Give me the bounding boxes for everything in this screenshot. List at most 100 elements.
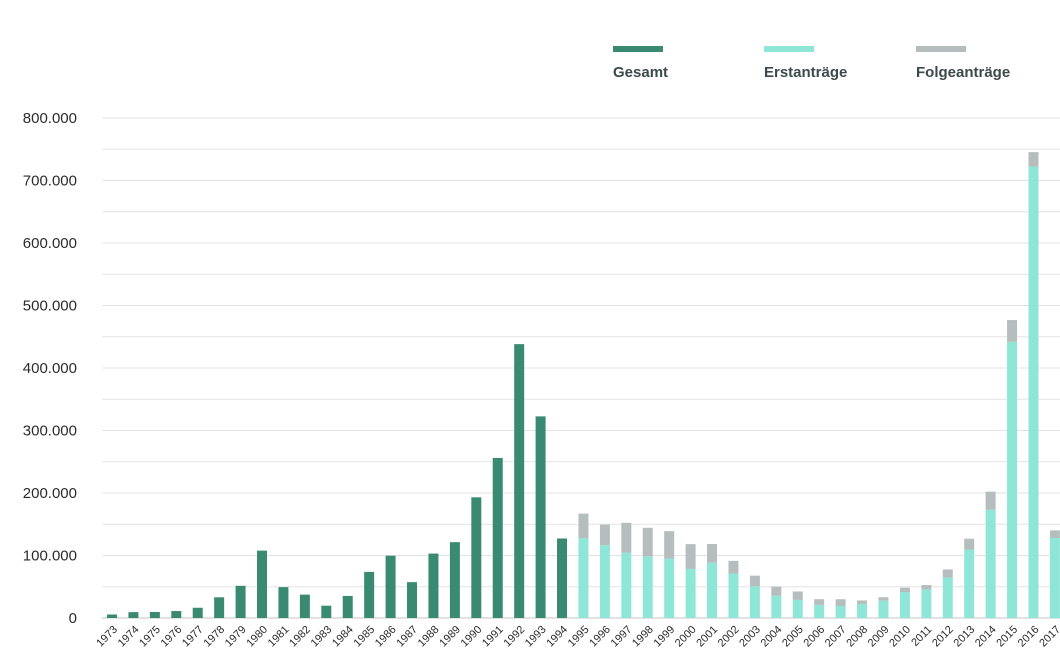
bar-1983-gesamt [321,605,332,618]
bar-1988-gesamt [428,553,439,618]
bar-2008-erstanträge [857,604,868,618]
bar-2016-folgeanträge [1028,152,1039,167]
bar-2011-folgeanträge [921,585,932,590]
bar-2004-erstanträge [771,595,782,618]
bars [107,152,1060,618]
legend: Gesamt Erstanträge Folgeanträge [613,46,1010,81]
bar-2012-erstanträge [942,577,953,618]
bar-1975-gesamt [149,612,160,618]
x-tick-label: 2017 [1037,624,1060,650]
bar-1995-erstanträge [578,538,589,618]
bar-2002-erstanträge [728,573,739,618]
bar-1995-folgeanträge [578,513,589,539]
x-tick-label: 2015 [994,624,1020,650]
bar-2001-erstanträge [707,562,718,618]
bar-2017-erstanträge [1049,538,1060,618]
x-tick-label: 1999 [652,624,678,650]
x-tick-label: 1979 [223,624,249,650]
bar-1996-erstanträge [599,545,610,618]
bar-1990-gesamt [471,497,482,618]
bar-2009-folgeanträge [878,597,889,601]
legend-swatch-gesamt [613,46,663,52]
bar-2000-erstanträge [685,568,696,618]
y-tick-label: 600.000 [23,235,77,252]
bar-2011-erstanträge [921,589,932,618]
legend-label-gesamt: Gesamt [613,64,668,81]
legend-label-erstanträge: Erstanträge [764,64,847,81]
y-axis-tick-labels: 0 100.000 200.000 300.000 400.000 500.000 600.… [23,110,77,627]
x-tick-label: 1984 [330,624,356,650]
bar-2015-erstanträge [1007,341,1018,618]
x-tick-label: 2007 [823,624,849,650]
x-tick-label: 1978 [201,624,227,650]
x-tick-label: 1987 [394,624,420,650]
bar-2013-erstanträge [964,549,975,618]
gridlines [102,117,1060,619]
y-tick-label: 200.000 [23,485,77,502]
bar-2004-folgeanträge [771,586,782,596]
x-tick-label: 1998 [630,624,656,650]
x-tick-label: 1976 [159,624,185,650]
bar-1999-erstanträge [664,558,675,618]
legend-label-folgeanträge: Folgeanträge [916,64,1010,81]
bar-1996-folgeanträge [599,524,610,546]
bar-1980-gesamt [257,550,268,618]
y-tick-label: 700.000 [23,173,77,190]
bar-1981-gesamt [278,587,289,618]
x-tick-label: 2001 [694,624,720,650]
bar-1984-gesamt [342,595,353,618]
bar-1998-erstanträge [642,556,653,618]
x-tick-label: 1994 [544,624,570,650]
y-tick-label: 800.000 [23,110,77,127]
y-tick-label: 0 [69,610,77,627]
x-tick-label: 1973 [94,624,120,650]
x-tick-label: 2010 [887,624,913,650]
x-tick-label: 2004 [759,624,785,650]
bar-1976-gesamt [171,611,182,618]
legend-swatch-erstanträge [764,46,814,52]
y-tick-label: 100.000 [23,548,77,565]
bar-2017-folgeanträge [1049,530,1060,538]
x-tick-label: 1995 [566,624,592,650]
bar-1994-gesamt [557,538,568,618]
bar-1982-gesamt [299,594,310,618]
x-tick-label: 1992 [501,624,527,650]
bar-2003-folgeanträge [749,575,760,587]
bar-2007-erstanträge [835,606,846,618]
x-tick-label: 1981 [266,624,292,650]
x-tick-label: 1974 [116,624,142,650]
x-tick-label: 1997 [609,624,635,650]
bar-1991-gesamt [492,457,503,618]
y-tick-label: 400.000 [23,360,77,377]
bar-1977-gesamt [192,607,203,618]
bar-2000-folgeanträge [685,544,696,569]
x-tick-label: 1975 [137,624,163,650]
bar-1979-gesamt [235,585,246,618]
bar-2008-folgeanträge [857,600,868,605]
bar-2016-erstanträge [1028,166,1039,618]
x-tick-label: 1991 [480,624,506,650]
x-tick-label: 1989 [437,624,463,650]
bar-1978-gesamt [214,597,225,618]
bar-2014-erstanträge [985,509,996,618]
x-tick-label: 2000 [673,624,699,650]
bar-1993-gesamt [535,416,546,618]
x-tick-label: 1996 [587,624,613,650]
bar-2010-folgeanträge [899,587,910,593]
y-tick-label: 300.000 [23,423,77,440]
bar-2006-erstanträge [814,604,825,618]
x-tick-label: 1982 [287,624,313,650]
x-tick-label: 2003 [737,624,763,650]
x-tick-label: 2013 [952,624,978,650]
x-tick-label: 2006 [802,624,828,650]
bar-2005-folgeanträge [792,591,803,600]
bar-1989-gesamt [449,542,460,618]
x-tick-label: 1977 [180,624,206,650]
x-tick-label: 2009 [866,624,892,650]
bar-1985-gesamt [364,571,375,618]
x-tick-label: 2011 [909,624,934,649]
bar-1986-gesamt [385,555,396,618]
bar-1987-gesamt [407,582,418,618]
x-tick-label: 1986 [373,624,399,650]
bar-2006-folgeanträge [814,599,825,605]
